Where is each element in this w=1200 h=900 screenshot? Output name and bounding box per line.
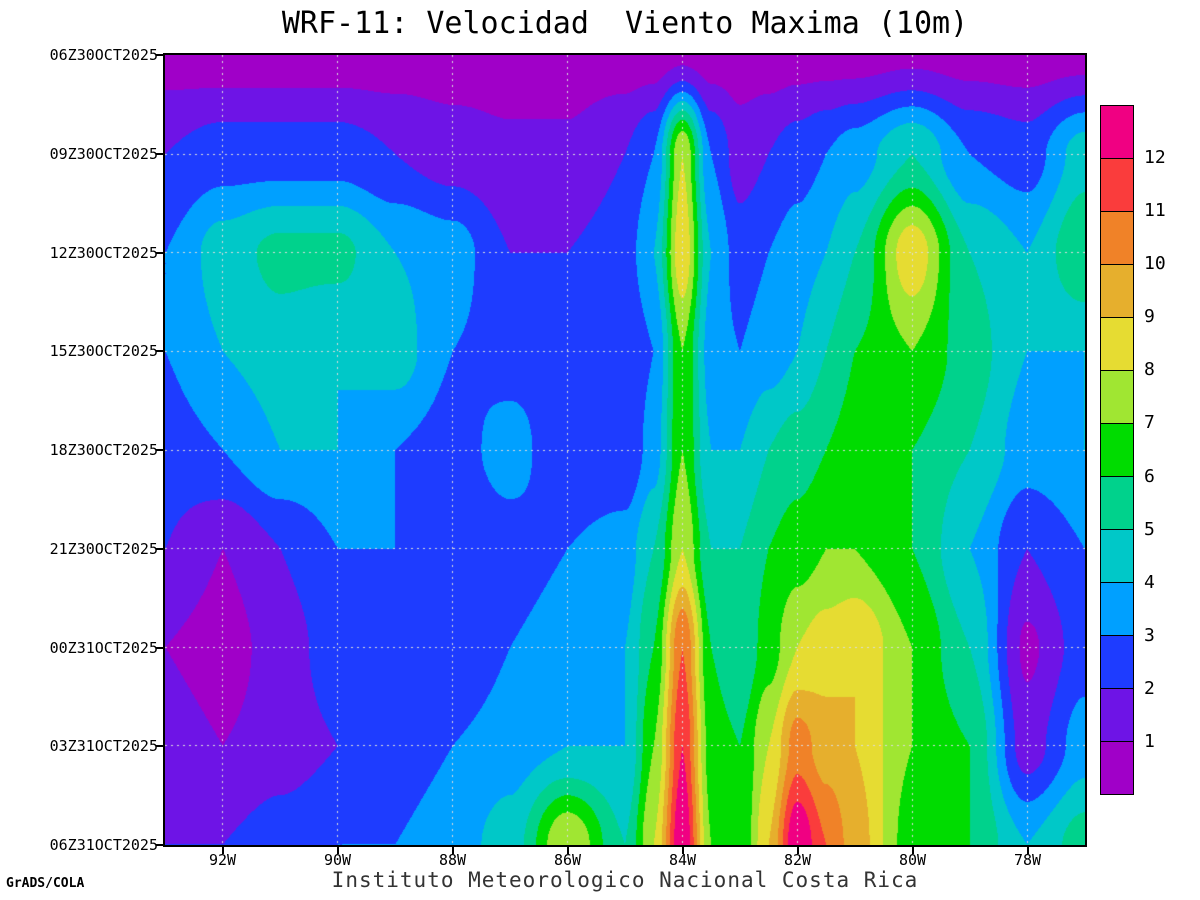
colorbar-segment [1101, 689, 1133, 742]
y-tick-label: 00Z31OCT2025 [49, 638, 158, 657]
x-tick-mark [681, 846, 684, 854]
colorbar-tick-label: 10 [1144, 253, 1166, 275]
plot-area [163, 53, 1087, 847]
y-tick-mark [156, 745, 165, 748]
grads-credit: GrADS/COLA [6, 876, 85, 891]
colorbar-tick-label: 4 [1144, 571, 1155, 593]
heatmap-canvas [165, 55, 1085, 845]
colorbar-tick-label: 11 [1144, 200, 1166, 222]
y-tick-label: 21Z30OCT2025 [49, 539, 158, 558]
colorbar-tick-label: 2 [1144, 677, 1155, 699]
colorbar-tick-label: 5 [1144, 518, 1155, 540]
colorbar-segment [1101, 212, 1133, 265]
x-tick-label: 88W [438, 851, 467, 869]
x-tick-label: 82W [783, 851, 812, 869]
y-tick-mark [156, 844, 165, 846]
colorbar-segment [1101, 424, 1133, 477]
colorbar-tick-label: 8 [1144, 359, 1155, 381]
colorbar-tick-label: 7 [1144, 412, 1155, 434]
y-tick-label: 03Z31OCT2025 [49, 737, 158, 756]
colorbar-tick-label: 6 [1144, 465, 1155, 487]
y-tick-label: 15Z30OCT2025 [49, 342, 158, 361]
y-tick-label: 18Z30OCT2025 [49, 441, 158, 459]
x-tick-mark [336, 846, 339, 854]
x-tick-label: 84W [668, 851, 697, 869]
x-tick-mark [911, 846, 914, 854]
colorbar-segment [1101, 583, 1133, 636]
colorbar-segment [1101, 159, 1133, 212]
x-tick-label: 86W [553, 851, 582, 869]
colorbar [1100, 105, 1134, 795]
y-tick-label: 09Z30OCT2025 [49, 144, 158, 163]
y-tick-mark [156, 350, 165, 353]
x-tick-label: 90W [323, 851, 352, 869]
x-tick-label: 78W [1013, 851, 1042, 869]
colorbar-segment [1101, 265, 1133, 318]
x-tick-mark [566, 846, 569, 854]
colorbar-segment [1101, 477, 1133, 530]
colorbar-tick-label: 12 [1144, 147, 1166, 169]
y-tick-mark [156, 449, 165, 451]
footer-caption: Instituto Meteorologico Nacional Costa R… [331, 868, 919, 892]
x-tick-mark [451, 846, 454, 854]
x-tick-label: 80W [898, 851, 927, 869]
y-tick-mark [156, 547, 165, 550]
x-tick-label: 92W [208, 851, 237, 869]
colorbar-segment [1101, 742, 1133, 794]
y-tick-label: 06Z30OCT2025 [49, 46, 158, 64]
x-tick-mark [1026, 846, 1029, 854]
colorbar-segment [1101, 106, 1133, 159]
y-tick-mark [156, 251, 165, 254]
colorbar-segment [1101, 530, 1133, 583]
colorbar-tick-label: 3 [1144, 624, 1155, 646]
colorbar-segment [1101, 318, 1133, 371]
y-tick-mark [156, 152, 165, 155]
colorbar-segment [1101, 371, 1133, 424]
x-tick-mark [796, 846, 799, 854]
colorbar-tick-label: 1 [1144, 730, 1155, 752]
y-tick-mark [156, 646, 165, 649]
colorbar-tick-label: 9 [1144, 306, 1155, 328]
chart-title: WRF-11: Velocidad Viento Maxima (10m) [281, 6, 969, 41]
y-tick-mark [156, 54, 165, 56]
x-tick-mark [221, 846, 224, 854]
colorbar-segment [1101, 636, 1133, 689]
y-tick-label: 06Z31OCT2025 [49, 836, 158, 854]
y-tick-label: 12Z30OCT2025 [49, 243, 158, 262]
